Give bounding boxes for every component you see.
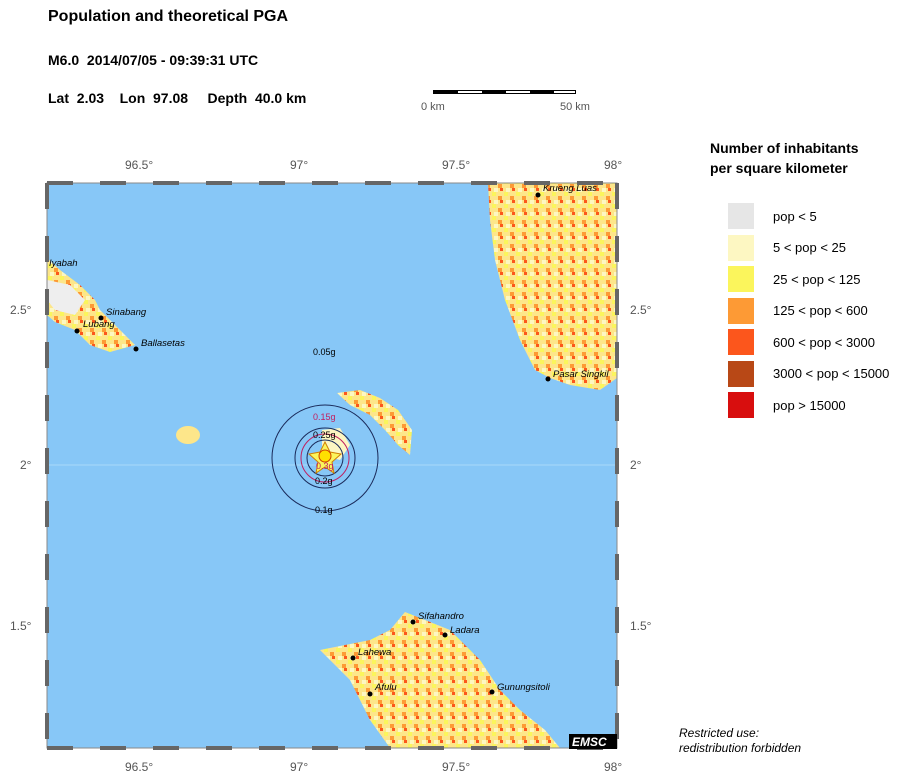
pga-label: 0.25g: [313, 430, 336, 440]
lon-tick-top: 98°: [604, 158, 623, 172]
lon-tick-bottom: 98°: [604, 760, 623, 774]
city-label: Iyabah: [49, 258, 78, 269]
emsc-logo-text: EMSC: [572, 735, 607, 749]
city-label: Lubang: [83, 319, 115, 330]
note-line: Restricted use:: [679, 726, 760, 740]
legend-item: 600 < pop < 3000: [728, 328, 875, 356]
city-label: Ladara: [450, 625, 480, 636]
legend-item: 3000 < pop < 15000: [728, 360, 889, 388]
legend-swatch: [728, 329, 754, 355]
usage-note: Restricted use: redistribution forbidden: [679, 726, 801, 756]
legend-swatch: [728, 297, 754, 324]
pga-contours: [271, 404, 379, 512]
lon-tick-bottom: 96.5°: [125, 760, 154, 774]
lat-tick-left: 2.5°: [10, 303, 32, 317]
city-label: Krueng Luas: [543, 183, 597, 194]
lon-tick-top: 97°: [290, 158, 309, 172]
island-banyak: [337, 390, 412, 455]
city-label: Ballasetas: [141, 338, 185, 349]
city-label: Afulu: [374, 682, 397, 693]
legend-label: 25 < pop < 125: [773, 271, 861, 287]
scale-bar: [433, 90, 576, 94]
island-small: [176, 426, 200, 444]
legend-label: 125 < pop < 600: [773, 303, 868, 318]
legend-label: pop > 15000: [773, 397, 846, 413]
island-nias: [320, 612, 560, 748]
pga-label: 0.15g: [313, 412, 336, 422]
pga-label: 0.3g: [316, 461, 334, 471]
legend-swatch: [728, 360, 754, 387]
event-info: M6.0 2014/07/05 - 09:39:31 UTC: [48, 52, 259, 68]
legend-item: 125 < pop < 600: [728, 297, 868, 325]
map-frame: [45, 181, 619, 750]
legend-title-line: per square kilometer: [710, 160, 848, 176]
island-simeulue: [47, 258, 135, 352]
lat-tick-right: 2°: [630, 458, 642, 472]
map-title: Population and theoretical PGA: [48, 8, 289, 25]
city-label: Lahewa: [358, 647, 391, 658]
lon-tick-top: 96.5°: [125, 158, 154, 172]
pga-label: 0.1g: [315, 505, 333, 515]
pga-label: 0.2g: [315, 476, 333, 486]
lon-tick-bottom: 97°: [290, 760, 309, 774]
lat-tick-right: 2.5°: [630, 303, 652, 317]
legend-title-line: Number of inhabitants: [710, 140, 859, 156]
pga-label: 0.05g: [313, 347, 336, 357]
legend-label: 5 < pop < 25: [773, 240, 847, 255]
legend-item: 25 < pop < 125: [728, 265, 860, 293]
legend-swatch: [728, 203, 754, 229]
legend-label: 3000 < pop < 15000: [773, 366, 890, 381]
location-info: Lat 2.03 Lon 97.08 Depth 40.0 km: [48, 90, 307, 106]
legend-title: Number of inhabitants per square kilomet…: [710, 138, 859, 178]
city-label: Sifahandro: [418, 611, 464, 622]
legend-swatch: [728, 266, 754, 292]
mainland-sumatra: [488, 183, 617, 390]
lat-tick-right: 1.5°: [630, 619, 652, 633]
legend-swatch: [728, 234, 754, 261]
legend-item: pop > 15000: [728, 391, 846, 419]
lat-tick-left: 1.5°: [10, 619, 32, 633]
lon-tick-bottom: 97.5°: [442, 760, 471, 774]
legend-label: pop < 5: [773, 208, 817, 224]
lat-tick-left: 2°: [20, 458, 32, 472]
lon-tick-top: 97.5°: [442, 158, 471, 172]
city-label: Gunungsitoli: [497, 682, 551, 693]
note-line: redistribution forbidden: [679, 741, 802, 755]
city-label: Sinabang: [106, 307, 147, 318]
scale-start-label: 0 km: [421, 101, 445, 113]
legend-item: 5 < pop < 25: [728, 234, 846, 262]
city-label: Pasar Singkil: [553, 369, 609, 380]
scale-end-label: 50 km: [560, 101, 590, 113]
legend-label: 600 < pop < 3000: [773, 334, 875, 350]
legend-swatch: [728, 392, 754, 418]
emsc-logo: [569, 734, 617, 749]
legend-item: pop < 5: [728, 202, 817, 230]
